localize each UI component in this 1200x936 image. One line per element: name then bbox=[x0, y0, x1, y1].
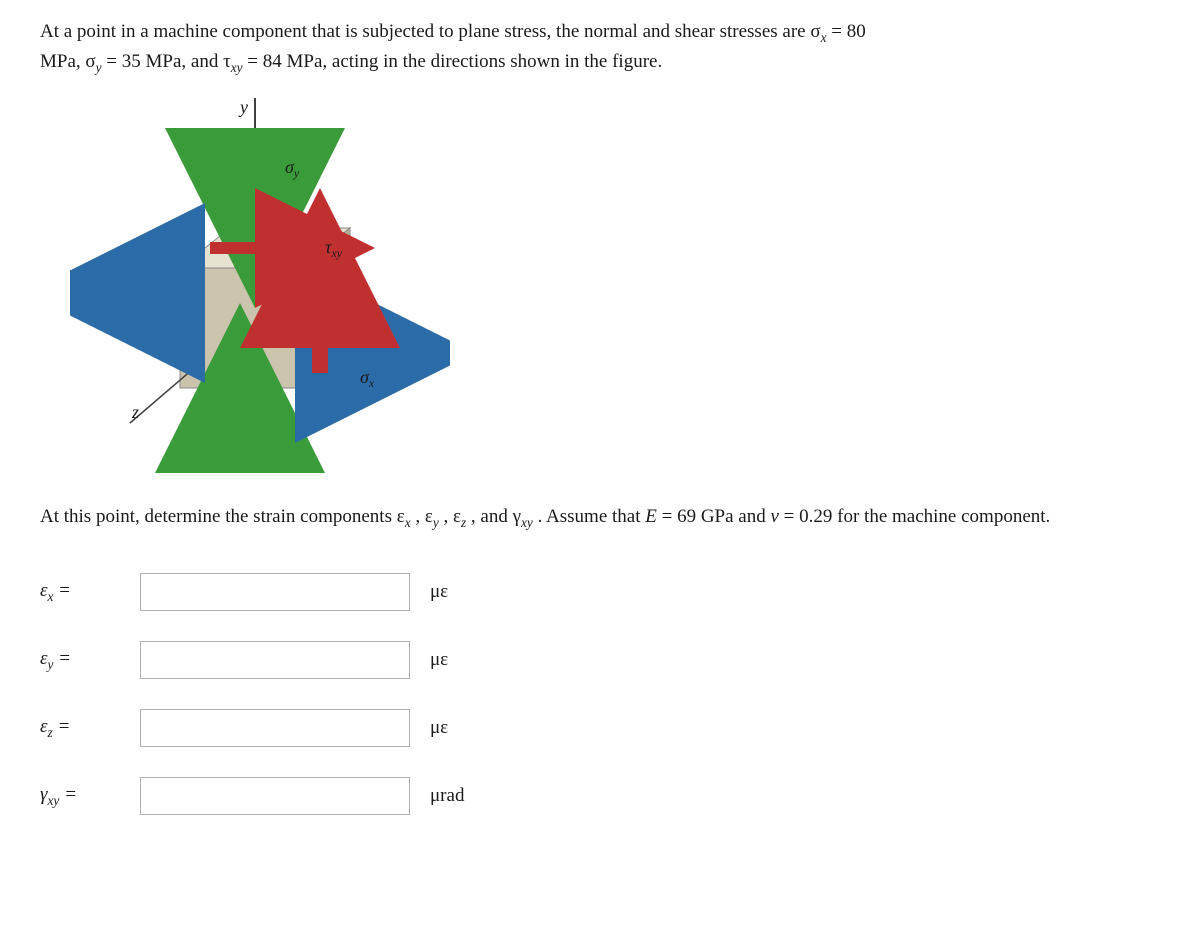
answer-row-xy: γxy = μrad bbox=[40, 777, 1160, 815]
stress-cube-diagram: y z x σy bbox=[70, 93, 450, 473]
problem-text-2a: MPa, σ bbox=[40, 51, 96, 72]
answer-unit-xy: μrad bbox=[430, 785, 464, 807]
answer-input-x[interactable] bbox=[140, 573, 410, 611]
q-c1: , ε bbox=[411, 506, 433, 527]
answer-row-y: εy = με bbox=[40, 641, 1160, 679]
problem-text-2b: = 35 MPa, and τ bbox=[102, 51, 231, 72]
q-c2: , ε bbox=[439, 506, 461, 527]
answer-input-y[interactable] bbox=[140, 641, 410, 679]
q-vval: = 0.29 for the machine component. bbox=[779, 506, 1050, 527]
q-v: v bbox=[770, 506, 778, 527]
question-text: At this point, determine the strain comp… bbox=[40, 503, 1160, 533]
q-subxy: xy bbox=[521, 515, 533, 530]
answer-row-x: εx = με bbox=[40, 573, 1160, 611]
problem-text-1: At a point in a machine component that i… bbox=[40, 21, 821, 42]
q-E: E bbox=[645, 506, 657, 527]
answer-input-xy[interactable] bbox=[140, 777, 410, 815]
q-b: . Assume that bbox=[533, 506, 645, 527]
q-a: At this point, determine the strain comp… bbox=[40, 506, 405, 527]
answer-label-x: εx = bbox=[40, 580, 140, 605]
diagram-svg: y z x σy bbox=[70, 93, 450, 473]
q-Eval: = 69 GPa and bbox=[657, 506, 771, 527]
sigma-y-label: σy bbox=[285, 157, 300, 180]
x-axis-label: x bbox=[434, 342, 443, 362]
problem-text-1b: = 80 bbox=[826, 21, 865, 42]
tau-xy-subscript: xy bbox=[231, 60, 243, 75]
problem-text-2c: = 84 MPa, acting in the directions shown… bbox=[243, 51, 663, 72]
answer-unit-y: με bbox=[430, 649, 448, 671]
answer-section: εx = με εy = με εz = με γxy = μrad bbox=[40, 573, 1160, 815]
problem-statement: At a point in a machine component that i… bbox=[40, 18, 1160, 77]
answer-label-z: εz = bbox=[40, 716, 140, 741]
answer-input-z[interactable] bbox=[140, 709, 410, 747]
y-axis-label: y bbox=[238, 97, 248, 117]
answer-row-z: εz = με bbox=[40, 709, 1160, 747]
q-c3: , and γ bbox=[466, 506, 521, 527]
sigma-x-label: σx bbox=[360, 367, 375, 390]
z-axis-label: z bbox=[131, 402, 139, 422]
answer-label-y: εy = bbox=[40, 648, 140, 673]
answer-label-xy: γxy = bbox=[40, 784, 140, 809]
answer-unit-z: με bbox=[430, 717, 448, 739]
answer-unit-x: με bbox=[430, 581, 448, 603]
